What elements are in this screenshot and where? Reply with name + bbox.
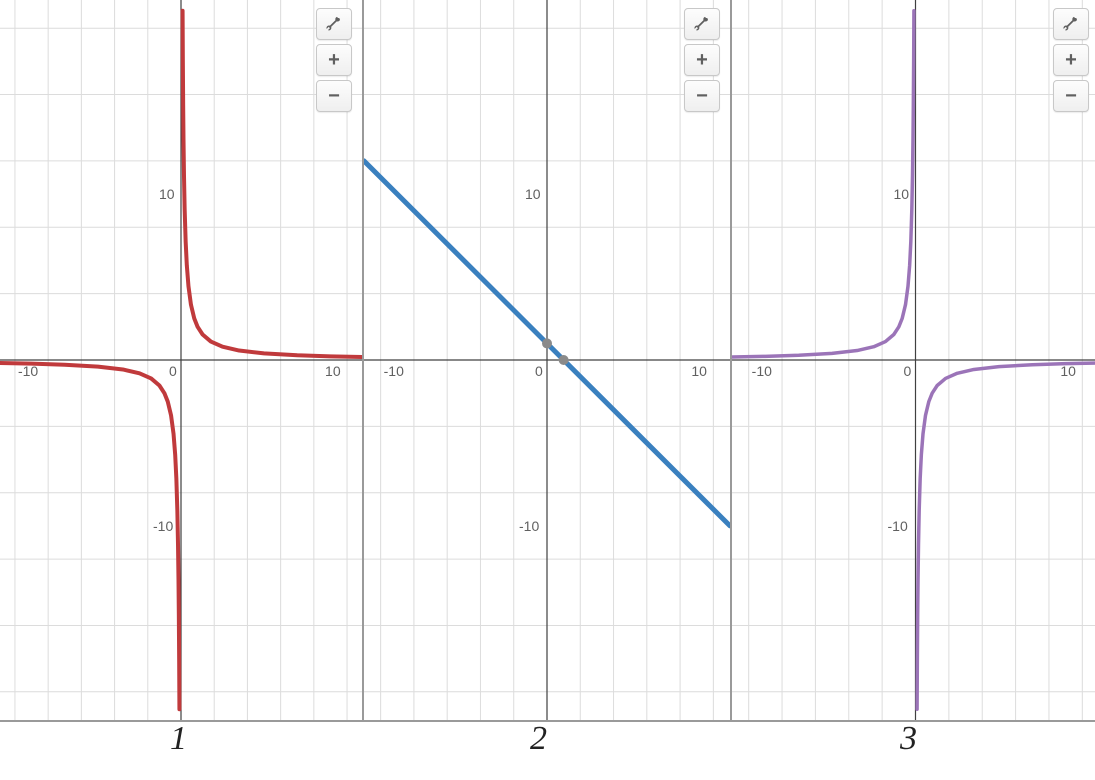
data-point bbox=[559, 355, 569, 365]
curve bbox=[0, 363, 179, 709]
toolbar: +− bbox=[1053, 8, 1089, 112]
zoom-out-button[interactable]: − bbox=[316, 80, 352, 112]
y-tick-label: 10 bbox=[894, 186, 910, 202]
hand-labels-row: 1 2 3 bbox=[0, 720, 1095, 780]
x-tick-label: 0 bbox=[904, 363, 912, 379]
toolbar: +− bbox=[684, 8, 720, 112]
toolbar: +− bbox=[316, 8, 352, 112]
chart-svg: -10010-1010 bbox=[732, 0, 1095, 720]
panel-number-label: 3 bbox=[900, 720, 917, 758]
data-point bbox=[542, 338, 552, 348]
y-tick-label: -10 bbox=[153, 518, 173, 534]
x-tick-label: 10 bbox=[325, 363, 341, 379]
wrench-icon bbox=[326, 16, 342, 32]
y-tick-label: 10 bbox=[525, 186, 541, 202]
zoom-out-button[interactable]: − bbox=[1053, 80, 1089, 112]
settings-button[interactable] bbox=[684, 8, 720, 40]
curve bbox=[732, 11, 914, 357]
y-tick-label: -10 bbox=[888, 518, 908, 534]
y-tick-label: 10 bbox=[159, 186, 175, 202]
curve bbox=[917, 363, 1095, 709]
chart-svg: -10010-1010 bbox=[0, 0, 362, 720]
wrench-icon bbox=[1063, 16, 1079, 32]
x-tick-label: -10 bbox=[752, 363, 772, 379]
chart-svg: -10 0 10 -10 10 bbox=[364, 0, 730, 720]
settings-button[interactable] bbox=[1053, 8, 1089, 40]
zoom-in-button[interactable]: + bbox=[1053, 44, 1089, 76]
x-tick-label: -10 bbox=[384, 363, 404, 379]
zoom-out-button[interactable]: − bbox=[684, 80, 720, 112]
panel-number-label: 2 bbox=[530, 720, 547, 758]
panel-1: -10010-1010+− bbox=[0, 0, 364, 722]
y-tick-label: -10 bbox=[519, 518, 539, 534]
x-tick-label: 0 bbox=[169, 363, 177, 379]
settings-button[interactable] bbox=[316, 8, 352, 40]
x-tick-label: 10 bbox=[691, 363, 707, 379]
zoom-in-button[interactable]: + bbox=[684, 44, 720, 76]
panels-row: -10010-1010+−-10010-1010+−-10010-1010+− bbox=[0, 0, 1095, 720]
panel-3: -10010-1010+− bbox=[732, 0, 1095, 722]
wrench-icon bbox=[694, 16, 710, 32]
panel-number-label: 1 bbox=[170, 720, 187, 758]
panel-2: -10010-1010+− bbox=[364, 0, 732, 722]
x-tick-label: 0 bbox=[535, 363, 543, 379]
zoom-in-button[interactable]: + bbox=[316, 44, 352, 76]
